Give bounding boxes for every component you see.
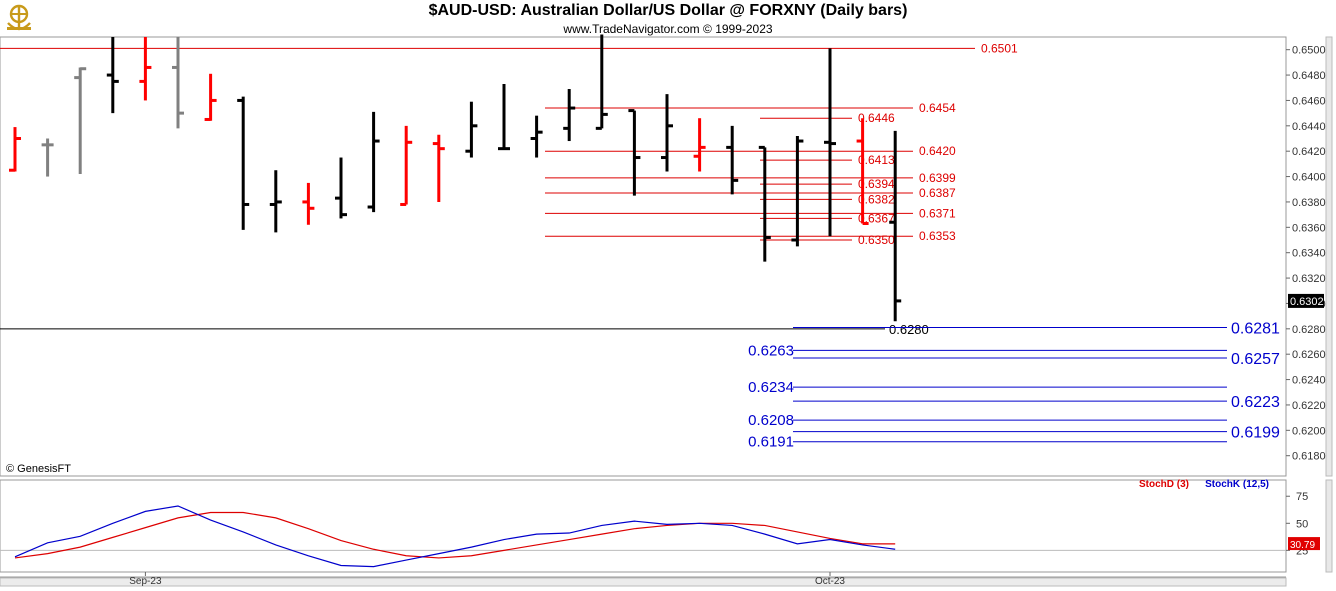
price-tick-label: 0.6360 [1292, 222, 1326, 234]
price-tick-label: 0.6500 [1292, 45, 1326, 57]
time-tick-label: Sep-23 [129, 576, 162, 587]
stochd-line [14, 511, 896, 559]
main-plot-frame [0, 36, 1287, 477]
trade-navigator-logo-icon [4, 3, 34, 33]
ohlc-bar [661, 94, 673, 172]
blue-level-label: 0.6208 [748, 412, 794, 429]
ohlc-bar [889, 130, 902, 322]
ohlc-bar [498, 83, 510, 151]
red-level-label: 0.6350 [858, 233, 895, 247]
genesis-credit: © GenesisFT [6, 463, 71, 475]
black-level-label: 0.6280 [889, 322, 929, 337]
ohlc-bar [530, 115, 543, 158]
blue-level-label: 0.6191 [748, 434, 794, 451]
blue-level-label: 0.6223 [1231, 394, 1280, 411]
time-tick-label: Oct-23 [815, 576, 845, 587]
price-tick-label: 0.6280 [1292, 324, 1326, 336]
ohlc-bar [335, 157, 347, 219]
indicator-axis-scrollbar[interactable] [1325, 479, 1333, 573]
stochk-line [14, 505, 896, 568]
indicator-tick-label: 50 [1296, 518, 1308, 530]
price-tick-label: 0.6260 [1292, 349, 1326, 361]
price-tick-label: 0.6460 [1292, 95, 1326, 107]
ohlc-bar [367, 111, 380, 213]
blue-level-label: 0.6281 [1231, 321, 1280, 338]
ohlc-bar [465, 101, 478, 158]
red-level-label: 0.6394 [858, 177, 895, 191]
ohlc-bar [693, 118, 706, 172]
ohlc-bar [432, 134, 445, 202]
price-axis-scrollbar[interactable] [1325, 36, 1333, 477]
red-level-label: 0.6399 [919, 171, 956, 185]
ohlc-bar [563, 89, 576, 142]
ohlc-bar [400, 125, 413, 206]
price-tick-label: 0.6340 [1292, 248, 1326, 260]
red-level-label: 0.6371 [919, 206, 956, 220]
red-level-label: 0.6501 [981, 41, 1018, 55]
red-level-label: 0.6367 [858, 211, 895, 225]
red-level-label: 0.6454 [919, 101, 956, 115]
price-tick-label: 0.6240 [1292, 375, 1326, 387]
indicator-plot-frame [0, 479, 1287, 573]
ohlc-bar [41, 138, 54, 177]
price-tick-label: 0.6180 [1292, 451, 1326, 463]
price-tick-label: 0.6480 [1292, 70, 1326, 82]
price-tick-label: 0.6220 [1292, 400, 1326, 412]
ohlc-bar [237, 96, 250, 230]
red-level-label: 0.6382 [858, 192, 895, 206]
blue-level-label: 0.6234 [748, 379, 794, 396]
stochd-legend: StochD (3) [1139, 479, 1189, 490]
price-tick-label: 0.6400 [1292, 172, 1326, 184]
red-level-label: 0.6413 [858, 153, 895, 167]
stochk-legend: StochK (12,5) [1205, 479, 1269, 490]
price-tick-label: 0.6440 [1292, 121, 1326, 133]
price-tick-label: 0.6380 [1292, 197, 1326, 209]
ohlc-bar [628, 109, 641, 196]
ohlc-bar [302, 182, 315, 225]
blue-level-label: 0.6199 [1231, 425, 1280, 442]
last-price-label: 0.6302 [1290, 296, 1324, 308]
price-tick-label: 0.6320 [1292, 273, 1326, 285]
red-level-label: 0.6353 [919, 229, 956, 243]
ohlc-bar [758, 145, 771, 262]
chart-header: $AUD-USD: Australian Dollar/US Dollar @ … [0, 0, 1336, 38]
ohlc-bar [595, 34, 608, 130]
ohlc-bar [856, 118, 869, 226]
ohlc-bar [106, 37, 119, 114]
chart-title: $AUD-USD: Australian Dollar/US Dollar @ … [428, 2, 908, 19]
main-price-panel: 0.6500 0.6480 0.6460 0.6440 0.6420 0.6400 0.63… [0, 34, 1333, 477]
ohlc-bar [791, 135, 804, 247]
red-level-label: 0.6420 [919, 144, 956, 158]
ohlc-bar [139, 37, 152, 101]
ohlc-bar [9, 127, 21, 172]
ohlc-bar [204, 73, 217, 121]
blue-level-label: 0.6263 [748, 342, 794, 359]
indicator-last-value-box [1288, 537, 1320, 551]
red-level-label: 0.6446 [858, 111, 895, 125]
price-tick-label: 0.6200 [1292, 425, 1326, 437]
indicator-tick-label: 75 [1296, 491, 1308, 503]
ohlc-bar [74, 67, 87, 175]
red-level-label: 0.6387 [919, 186, 956, 200]
last-price-box [1288, 293, 1324, 308]
price-tick-label: 0.6420 [1292, 146, 1326, 158]
blue-level-label: 0.6257 [1231, 351, 1280, 368]
ohlc-bar [824, 48, 836, 237]
ohlc-bar [269, 170, 282, 233]
time-scrollbar[interactable] [0, 577, 1287, 587]
ohlc-bar [172, 37, 184, 129]
indicator-last-value-label: 30.79 [1290, 540, 1315, 551]
ohlc-bar [726, 125, 739, 195]
chart-subtitle: www.TradeNavigator.com © 1999-2023 [563, 22, 773, 36]
